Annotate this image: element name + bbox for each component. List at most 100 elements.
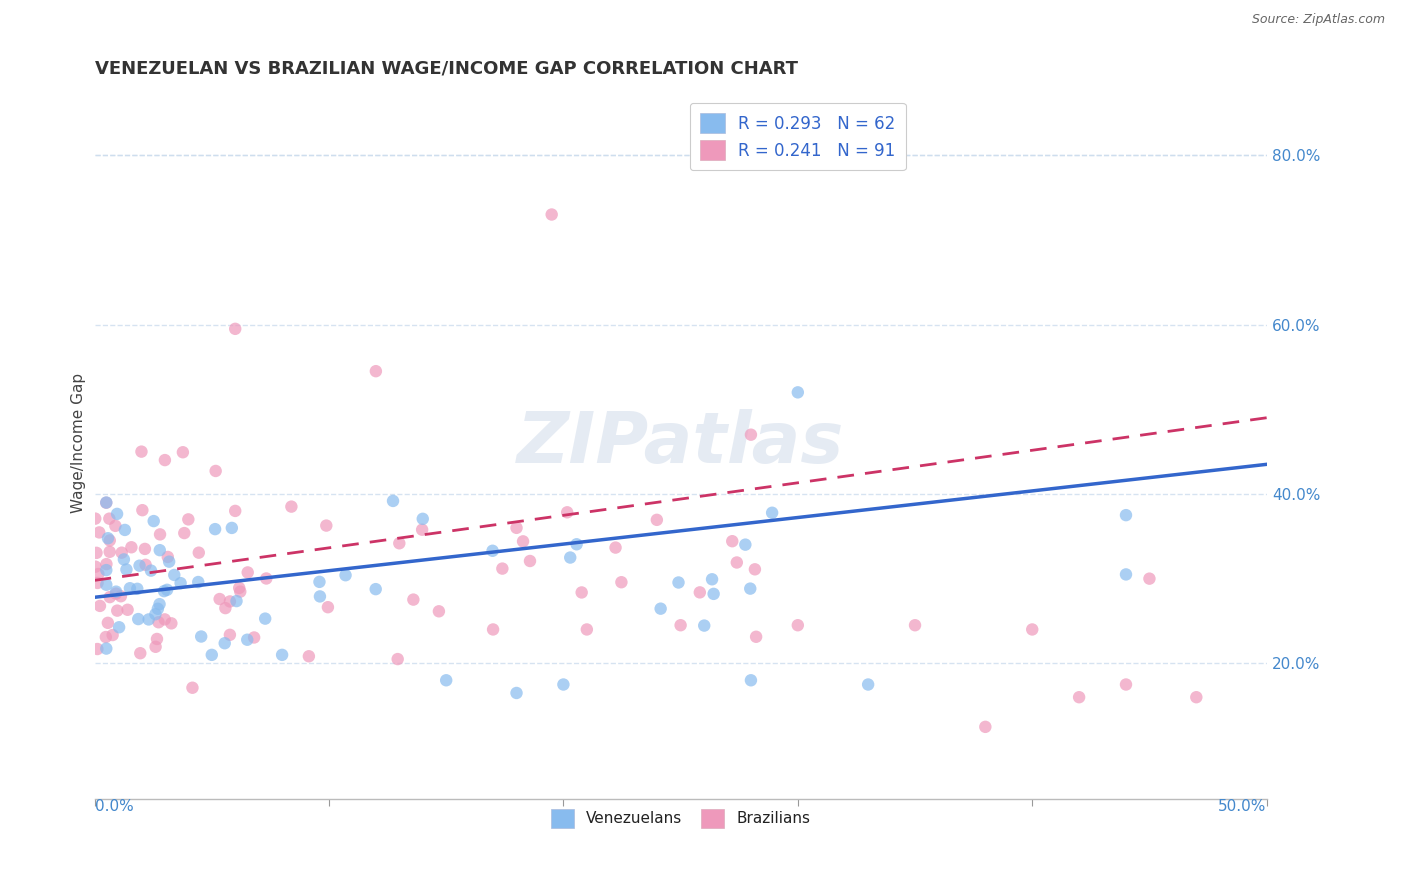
Point bbox=[177, 512, 200, 526]
Point bbox=[98, 533, 121, 548]
Point bbox=[94, 630, 117, 644]
Point bbox=[135, 558, 157, 572]
Point bbox=[89, 525, 111, 540]
Point bbox=[120, 541, 142, 555]
Point bbox=[481, 543, 503, 558]
Point bbox=[744, 562, 766, 576]
Point bbox=[689, 585, 711, 599]
Point bbox=[190, 630, 212, 644]
Point bbox=[105, 584, 128, 599]
Point bbox=[214, 636, 236, 650]
Point bbox=[224, 322, 246, 336]
Point bbox=[153, 453, 176, 467]
Point bbox=[204, 464, 226, 478]
Point bbox=[243, 631, 266, 645]
Point bbox=[725, 556, 748, 570]
Point bbox=[84, 559, 107, 574]
Point bbox=[668, 575, 690, 590]
Point bbox=[387, 652, 409, 666]
Point bbox=[96, 496, 118, 510]
Point bbox=[86, 546, 108, 560]
Point bbox=[181, 681, 204, 695]
Point bbox=[142, 514, 165, 528]
Point bbox=[172, 445, 194, 459]
Point bbox=[112, 552, 135, 566]
Point bbox=[316, 600, 339, 615]
Point bbox=[236, 632, 259, 647]
Point bbox=[482, 623, 505, 637]
Point bbox=[148, 597, 170, 611]
Point bbox=[565, 537, 588, 551]
Point bbox=[225, 594, 247, 608]
Point bbox=[271, 648, 294, 662]
Point bbox=[974, 720, 997, 734]
Point bbox=[298, 649, 321, 664]
Point bbox=[856, 677, 879, 691]
Point bbox=[118, 581, 141, 595]
Point bbox=[208, 592, 231, 607]
Point bbox=[105, 507, 128, 521]
Point bbox=[146, 632, 169, 646]
Point bbox=[700, 572, 723, 586]
Point bbox=[505, 686, 527, 700]
Point bbox=[101, 628, 124, 642]
Point bbox=[703, 587, 725, 601]
Point bbox=[1185, 690, 1208, 705]
Point bbox=[219, 628, 242, 642]
Point bbox=[134, 541, 156, 556]
Point bbox=[650, 601, 672, 615]
Point bbox=[610, 575, 633, 590]
Point bbox=[745, 630, 768, 644]
Point bbox=[157, 555, 180, 569]
Point bbox=[131, 503, 153, 517]
Point bbox=[280, 500, 302, 514]
Point bbox=[540, 207, 562, 221]
Point bbox=[434, 673, 457, 688]
Point bbox=[364, 582, 387, 596]
Point bbox=[669, 618, 692, 632]
Point bbox=[491, 561, 513, 575]
Point bbox=[156, 549, 179, 564]
Point bbox=[163, 568, 186, 582]
Point bbox=[1139, 572, 1161, 586]
Point bbox=[1069, 690, 1091, 705]
Point bbox=[786, 618, 808, 632]
Point bbox=[645, 513, 668, 527]
Point bbox=[553, 677, 575, 691]
Text: 50.0%: 50.0% bbox=[1218, 799, 1267, 814]
Point bbox=[187, 574, 209, 589]
Point bbox=[86, 576, 108, 591]
Point bbox=[131, 444, 153, 458]
Point bbox=[734, 538, 756, 552]
Point bbox=[382, 494, 405, 508]
Point bbox=[228, 581, 250, 595]
Point bbox=[575, 623, 598, 637]
Point bbox=[204, 522, 226, 536]
Point bbox=[1115, 677, 1137, 691]
Point bbox=[84, 511, 107, 525]
Point bbox=[560, 550, 582, 565]
Point bbox=[411, 523, 433, 537]
Point bbox=[115, 562, 138, 576]
Point bbox=[108, 620, 131, 634]
Point bbox=[97, 615, 120, 630]
Point bbox=[364, 364, 387, 378]
Point bbox=[412, 512, 434, 526]
Point bbox=[149, 527, 172, 541]
Point bbox=[96, 563, 118, 577]
Point bbox=[98, 590, 121, 604]
Point bbox=[761, 506, 783, 520]
Point bbox=[153, 584, 176, 599]
Point bbox=[156, 582, 179, 597]
Point bbox=[388, 536, 411, 550]
Point bbox=[505, 521, 527, 535]
Point bbox=[117, 603, 139, 617]
Y-axis label: Wage/Income Gap: Wage/Income Gap bbox=[72, 373, 86, 513]
Point bbox=[148, 615, 170, 630]
Point bbox=[219, 594, 242, 608]
Point bbox=[740, 427, 762, 442]
Point bbox=[236, 566, 259, 580]
Point bbox=[571, 585, 593, 599]
Point bbox=[173, 526, 195, 541]
Point bbox=[1115, 567, 1137, 582]
